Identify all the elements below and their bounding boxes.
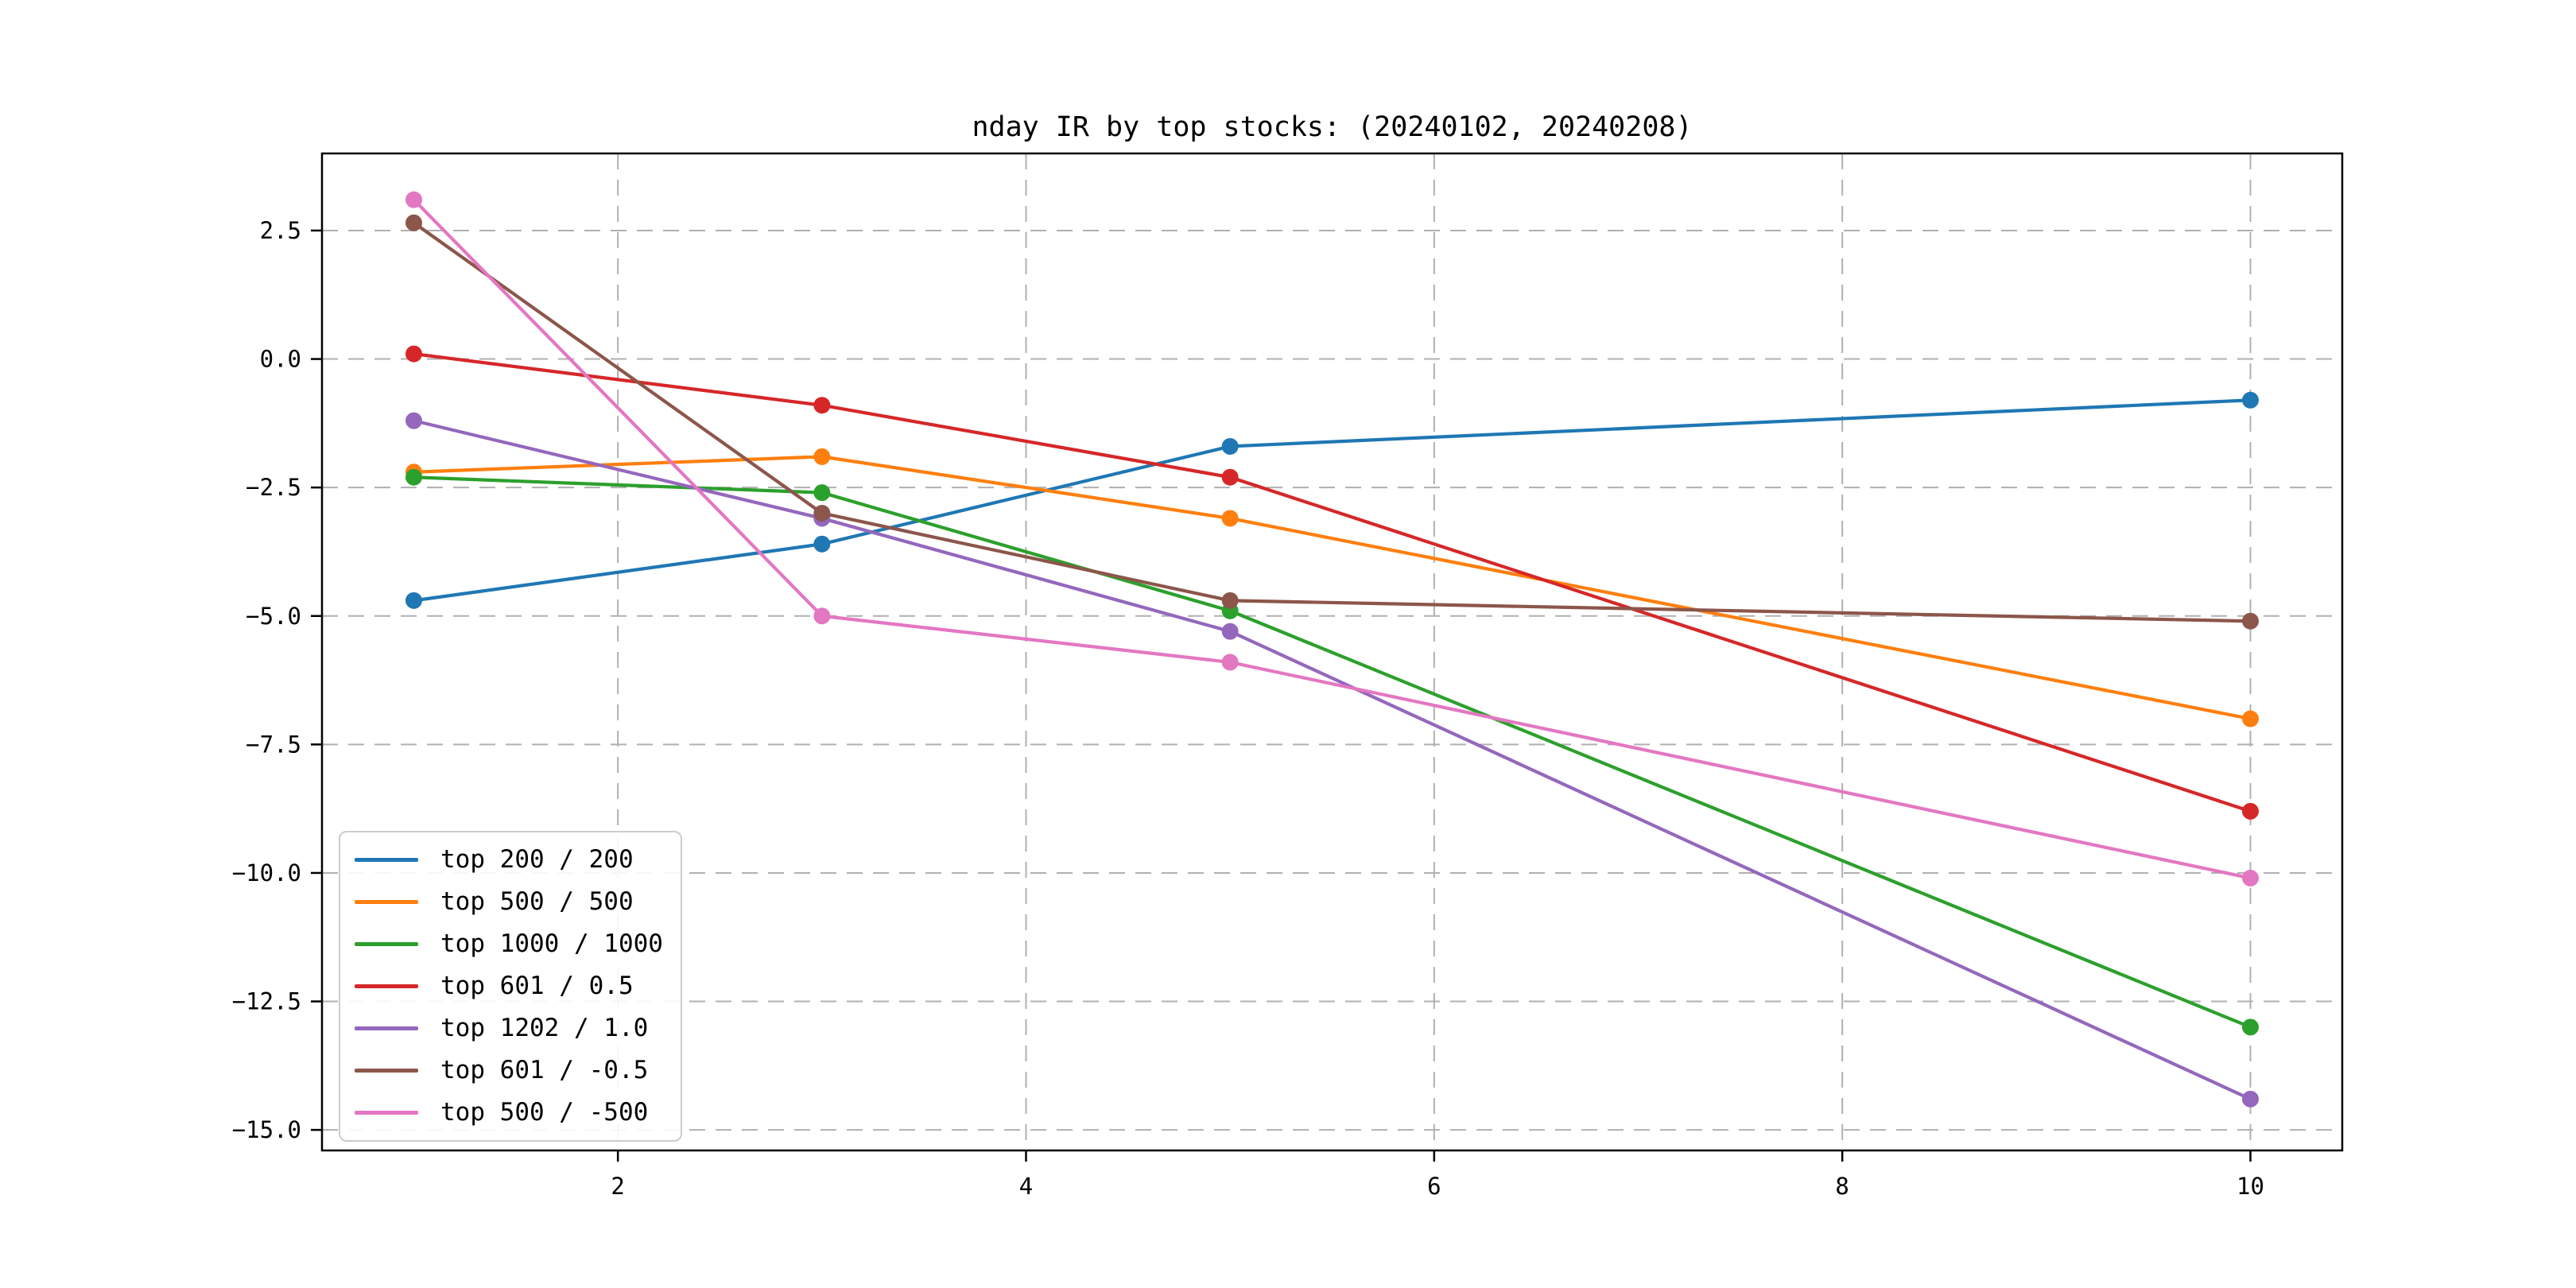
data-point [1221,654,1239,671]
legend-item-5: top 601 / -0.5 [355,1049,663,1092]
data-point [405,412,422,429]
legend-line-swatch [355,1111,418,1115]
data-point [405,345,422,363]
series-line-3 [413,352,2252,813]
series-line-1 [413,455,2251,721]
legend-label: top 601 / -0.5 [440,1056,649,1084]
data-point [1221,510,1239,527]
legend-line-swatch [355,900,418,904]
x-tick-label: 10 [2237,1173,2264,1200]
data-point [813,607,831,625]
series-line-5 [413,221,2251,623]
legend-label: top 200 / 200 [440,845,634,874]
plot-border [320,152,2344,1152]
x-tick-label: 6 [1427,1173,1441,1200]
data-point [2242,710,2259,727]
legend-line-swatch [355,1026,418,1030]
y-tick-label: 2.5 [260,217,301,244]
data-point [813,448,831,465]
data-point [405,191,422,208]
legend-item-2: top 1000 / 1000 [355,923,663,965]
data-point [2242,391,2259,409]
legend-label: top 500 / 500 [440,887,634,916]
legend-label: top 1000 / 1000 [440,929,663,958]
legend: top 200 / 200 top 500 / 500 top 1000 / 100… [339,831,682,1142]
data-point [813,397,831,414]
data-point [2242,802,2259,820]
y-tick-label: −12.5 [232,988,301,1015]
legend-label: top 1202 / 1.0 [440,1014,649,1042]
legend-item-6: top 500 / -500 [355,1092,663,1134]
x-tick-label: 2 [611,1173,624,1200]
data-point [2242,1090,2259,1108]
series-line-6 [413,198,2251,880]
data-point [1221,437,1239,455]
data-point [2242,612,2259,630]
data-point [813,504,831,522]
legend-label: top 500 / -500 [440,1098,649,1127]
y-tick-label: −5.0 [246,603,301,630]
legend-item-4: top 1202 / 1.0 [355,1007,663,1049]
legend-line-swatch [355,858,418,862]
data-point [1221,592,1239,609]
data-point [2242,1018,2259,1036]
x-tick-label: 8 [1835,1173,1849,1200]
legend-label: top 601 / 0.5 [440,972,634,1000]
data-point [813,484,831,502]
x-tick-label: 4 [1019,1173,1033,1200]
data-point [405,592,422,609]
series-line-0 [413,398,2251,603]
series-line-2 [413,475,2252,1029]
legend-line-swatch [355,1069,418,1073]
legend-line-swatch [355,984,418,988]
data-point [405,468,422,486]
y-tick-label: −15.0 [232,1116,301,1143]
y-tick-label: −7.5 [246,731,301,758]
data-point [813,535,831,553]
series-line-4 [413,419,2252,1101]
data-point [405,214,422,231]
data-point [1221,468,1239,486]
y-tick-label: −2.5 [246,474,301,501]
data-point [1221,623,1239,640]
y-tick-label: 0.0 [260,346,301,373]
y-tick-label: −10.0 [232,859,301,886]
chart-title: nday IR by top stocks: (20240102, 202402… [972,111,1693,143]
legend-item-3: top 601 / 0.5 [355,965,663,1007]
legend-line-swatch [355,942,418,946]
legend-item-1: top 500 / 500 [355,881,663,923]
data-point [2242,869,2259,886]
legend-item-0: top 200 / 200 [355,839,663,881]
